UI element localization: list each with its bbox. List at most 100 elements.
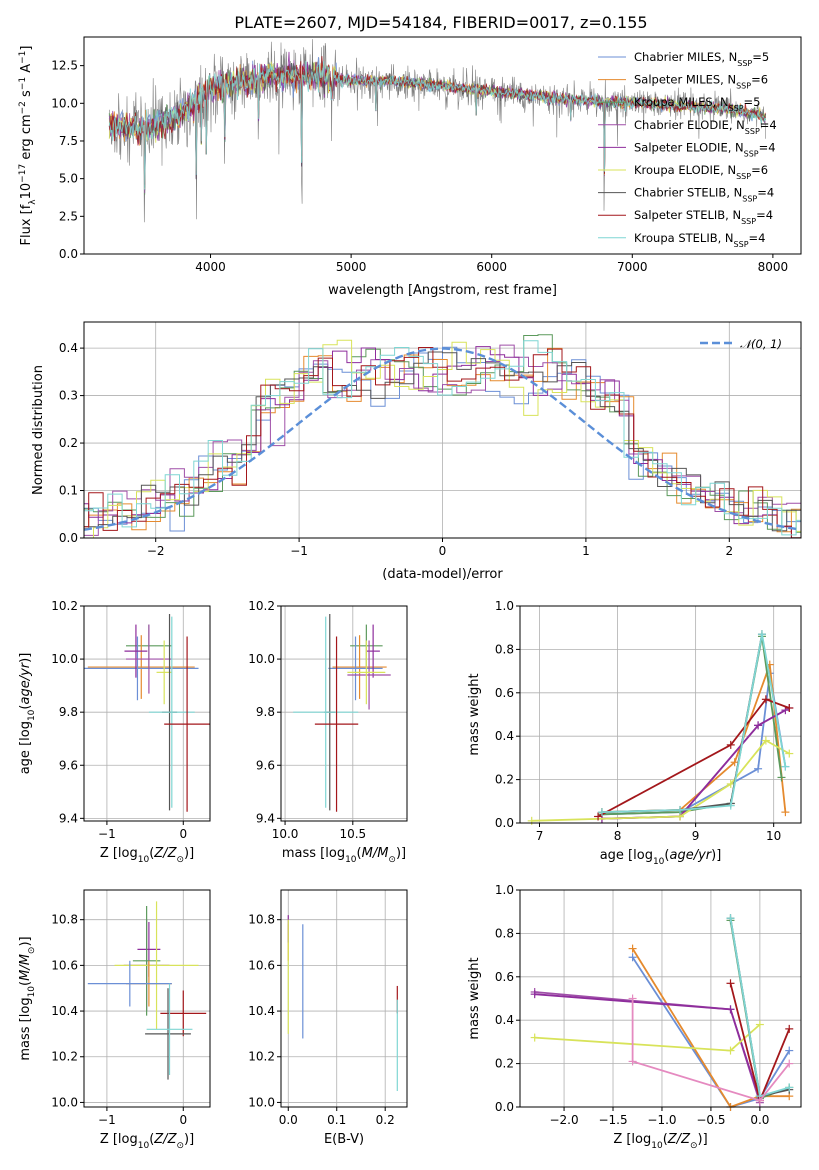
weight-line-salpeter_miles [631,948,790,1109]
legend-entry-kroupa_miles: Kroupa MILES, NSSP=5 [634,95,760,113]
weight-marker-kroupa_stelib [597,808,606,817]
errorbar-salpeter_elodie [366,624,380,678]
plot-frame [83,605,211,822]
weight-marker-pink_extra [785,1059,794,1068]
errorbar-chabrier_elodie [347,640,391,710]
weight-marker-salpeter_miles [628,944,637,953]
weight-marker-kroupa_elodie [527,816,536,825]
x-tick-label: 1 [582,544,590,558]
y-tick-label: 1.0 [495,599,514,613]
weight-marker-kroupa_stelib [676,805,685,814]
weight-marker-kroupa_elodie [785,749,794,758]
x-tick-label: −1.5 [598,1113,627,1127]
y-axis-label: mass weight [467,957,482,1039]
weight-line-chabrier_miles [601,673,787,816]
weight-marker-kroupa_elodie [726,1046,735,1055]
gaussian-curve [84,347,799,531]
weight-line-kroupa_elodie [531,739,790,822]
labels-massweight-vs-age: age [log10(age/yr)] mass weight [467,673,721,867]
x-tick-label: 8000 [758,260,789,274]
x-tick-label: 0 [179,1113,187,1127]
y-tick-label: 9.4 [256,811,275,825]
errorbars [87,901,207,1080]
axes-spectrum [108,39,767,223]
x-tick-label: 4000 [195,260,226,274]
x-tick-label: 0.1 [327,1113,346,1127]
weight-marker-pink_extra [628,1057,637,1066]
plot-frame [280,605,408,822]
weight-marker-salpeter_miles [730,758,739,767]
x-tick-label: 0.0 [279,1113,298,1127]
y-tick-label: 0.8 [495,642,514,656]
y-axis-label: mass weight [467,673,482,755]
labels-mass-vs-z: Z [log10(Z/Z⊙)] mass [log10(M/M⊙)] [18,936,194,1151]
x-tick-label: 7000 [617,260,648,274]
x-axis-label: (data-model)/error [382,567,503,582]
weight-line-salpeter_miles [601,664,787,813]
x-axis-label: mass [log10(M/M⊙)] [282,846,406,865]
y-tick-label: 0.0 [59,531,78,545]
frame-mass-vs-ebv: 0.0 0.1 0.2 10.0 10.2 10.4 10.6 10.8 [248,889,408,1127]
legend-entry-salpeter_miles: Salpeter MILES, NSSP=6 [634,73,768,91]
y-tick-label: 10.6 [248,958,275,972]
y-tick-label: 10.2 [51,599,78,613]
y-tick-label: 7.5 [59,134,78,148]
weight-marker-kroupa_stelib [726,914,735,923]
errorbar-kroupa_stelib [146,983,193,1076]
axes-mass-vs-z [84,890,210,1107]
weight-marker-salpeter_miles [781,808,790,817]
axes-massweight-vs-z [520,889,801,1111]
y-tick-label: 0.4 [59,341,78,355]
x-tick-label: −1 [290,544,308,558]
y-tick-label: 10.4 [51,1004,78,1018]
y-tick-label: 0.2 [495,773,514,787]
weight-marker-salpeter_elodie [754,721,763,730]
y-axis-label: Normed distribution [31,365,46,495]
legend-entry-gauss: 𝒩(0, 1) [740,337,782,351]
y-tick-label: 10.0 [51,652,78,666]
x-axis-label: age [log10(age/yr)] [600,848,722,867]
weight-marker-kroupa_stelib [781,762,790,771]
plot-frame [280,889,408,1108]
x-axis-label: Z [log10(Z/Z⊙)] [100,1132,194,1151]
errorbars [84,613,210,812]
x-tick-label: 6000 [476,260,507,274]
y-tick-label: 1.0 [495,883,514,897]
labels-age-vs-mass: mass [log10(M/M⊙)] [282,846,406,865]
x-tick-label: −0.5 [696,1113,725,1127]
y-tick-label: 0.4 [495,1013,514,1027]
legend-entry-kroupa_stelib: Kroupa STELIB, NSSP=4 [634,231,765,249]
spectrum-model-chabrier_stelib [108,61,767,188]
weight-marker-salpeter_stelib [761,695,770,704]
weight-marker-kroupa_stelib [757,630,766,639]
legend-entry-chabrier_elodie: Chabrier ELODIE, NSSP=4 [634,118,777,136]
weight-marker-chabrier_miles [754,764,763,773]
y-axis-label: Flux [fλ10−17 erg cm−2 s−1 A−1] [18,46,38,246]
legend-entry-salpeter_stelib: Salpeter STELIB, NSSP=4 [634,208,773,226]
x-tick-label: −1 [98,1113,116,1127]
figure-title: PLATE=2607, MJD=54184, FIBERID=0017, z=0… [234,13,647,32]
errorbar-kroupa_elodie [114,901,199,1030]
y-tick-label: 9.6 [256,758,275,772]
y-tick-label: 0.6 [495,686,514,700]
y-tick-label: 10.4 [248,1004,275,1018]
axes-age-vs-mass [281,605,407,821]
plot-frame [83,36,802,255]
axes-massweight-vs-age [520,605,801,825]
weight-marker-kroupa_elodie [530,1033,539,1042]
y-tick-label: 0.6 [495,970,514,984]
legend: Chabrier MILES, NSSP=5 Salpeter MILES, NS… [598,50,777,248]
x-axis-label: Z [log10(Z/Z⊙)] [100,846,194,865]
x-axis-label: wavelength [Angstrom, rest frame] [328,283,557,298]
x-tick-label: 0 [179,827,187,841]
y-tick-label: 0.2 [495,1057,514,1071]
y-tick-label: 12.5 [51,59,78,73]
legend-entry-chabrier_stelib: Chabrier STELIB, NSSP=4 [634,186,774,204]
weight-lines [527,630,794,825]
weight-line-chabrier_miles [631,956,791,1109]
weight-marker-salpeter_stelib [594,812,603,821]
errorbar-chabrier_elodie [126,624,172,694]
weight-marker-pink_extra [755,1096,764,1105]
axes-mass-vs-ebv [281,890,407,1107]
